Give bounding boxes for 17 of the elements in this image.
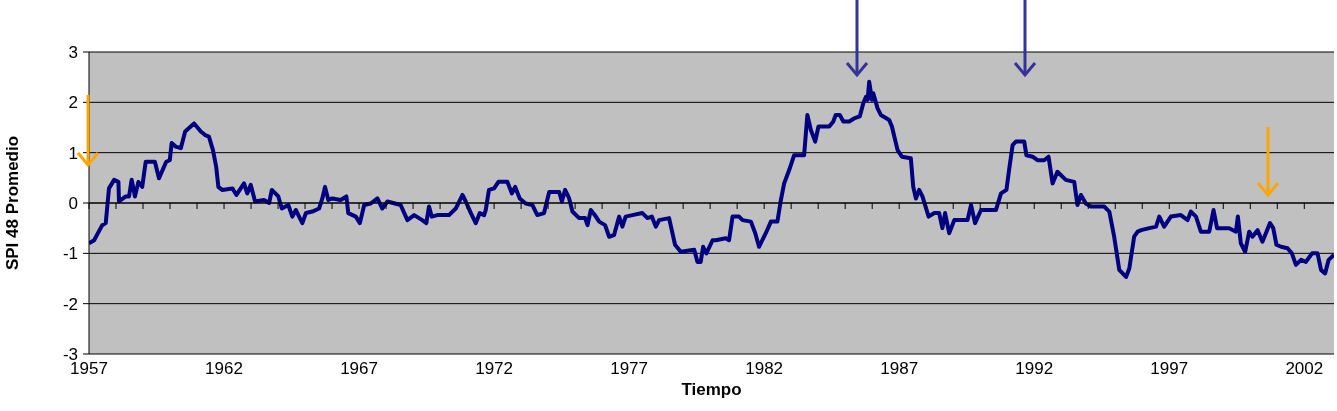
- y-tick-label: 1: [68, 143, 78, 163]
- y-tick-label: 2: [68, 93, 78, 113]
- y-tick-label: 3: [68, 43, 78, 63]
- x-tick-label: 1997: [1150, 359, 1189, 379]
- x-tick-label: 1972: [475, 359, 514, 379]
- x-axis-title: Tiempo: [681, 380, 742, 399]
- y-tick-label: -1: [62, 244, 78, 264]
- x-tick-label: 1967: [340, 359, 378, 379]
- y-tick-label: 0: [68, 194, 78, 214]
- x-tick-label: 1977: [610, 359, 649, 379]
- y-tick-label: -2: [62, 294, 78, 314]
- x-tick-label: 1962: [205, 359, 243, 379]
- y-axis-title: SPI 48 Promedio: [3, 135, 23, 271]
- x-tick-label: 1982: [745, 359, 784, 379]
- x-tick-label: 1987: [880, 359, 919, 379]
- x-tick-label: 1992: [1015, 359, 1054, 379]
- x-tick-label: 2002: [1285, 359, 1324, 379]
